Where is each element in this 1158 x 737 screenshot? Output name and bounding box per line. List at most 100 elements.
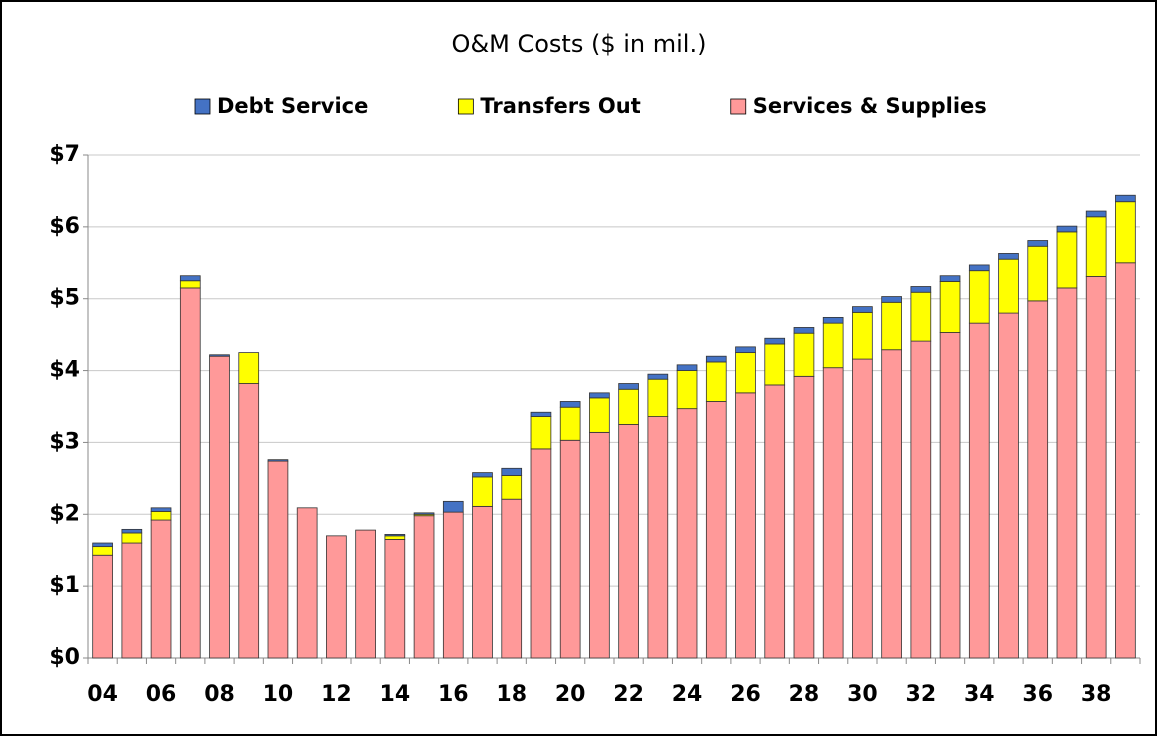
- bar-segment: [413, 515, 435, 659]
- legend-swatch: [194, 98, 211, 115]
- bar-segment: [676, 370, 698, 410]
- x-tick-label: 28: [789, 682, 820, 707]
- y-tick-label: $5: [49, 286, 80, 311]
- bar-segment: [968, 264, 990, 272]
- y-tick-label: $1: [49, 573, 80, 598]
- x-tick-label: 34: [964, 682, 995, 707]
- bar-segment: [559, 401, 581, 408]
- x-tick-label: 32: [906, 682, 937, 707]
- y-tick-label: $4: [49, 358, 80, 383]
- bar-segment: [559, 439, 581, 659]
- bar-segment: [121, 528, 143, 534]
- y-tick-label: $6: [49, 214, 80, 239]
- bar-segment: [179, 275, 201, 282]
- bar-segment: [1085, 216, 1107, 277]
- bar-segment: [1115, 201, 1136, 264]
- bar-segment: [267, 459, 289, 462]
- x-tick-label: 10: [263, 682, 294, 707]
- bar-segment: [384, 535, 406, 540]
- bar-segment: [150, 519, 172, 659]
- bar-segment: [822, 316, 844, 324]
- bar-segment: [998, 258, 1019, 314]
- bar-segment: [150, 511, 172, 521]
- bar-segment: [1085, 210, 1107, 218]
- bar-segment: [530, 416, 552, 450]
- legend-swatch: [730, 98, 747, 115]
- bar-segment: [910, 286, 932, 293]
- bar-segment: [238, 383, 260, 659]
- bar-segment: [92, 554, 113, 659]
- bar-segment: [1056, 287, 1078, 659]
- bar-segment: [530, 411, 552, 417]
- x-tick-label: 20: [555, 682, 586, 707]
- bar-segment: [793, 375, 815, 659]
- bar-segment: [764, 343, 786, 386]
- bar-segment: [501, 467, 523, 476]
- bar-segment: [618, 424, 639, 659]
- bar-segment: [910, 291, 932, 342]
- bar-segment: [647, 416, 669, 659]
- bar-segment: [968, 322, 990, 659]
- legend-label: Transfers Out: [480, 94, 640, 118]
- bar-segment: [881, 296, 902, 303]
- legend-swatch: [457, 98, 474, 115]
- bar-segment: [442, 511, 464, 659]
- bar-segment: [1027, 240, 1049, 247]
- bar-segment: [910, 340, 932, 659]
- bar-segment: [472, 472, 493, 478]
- x-tick-label: 16: [438, 682, 469, 707]
- bar-segment: [939, 281, 961, 333]
- bar-segment: [209, 354, 230, 357]
- bar-segment: [793, 332, 815, 377]
- bar-segment: [472, 476, 493, 507]
- bar-segment: [326, 535, 347, 659]
- x-tick-label: 14: [380, 682, 411, 707]
- bar-segment: [968, 270, 990, 324]
- bar-segment: [822, 322, 844, 369]
- bar-segment: [179, 280, 201, 289]
- y-tick-label: $3: [49, 429, 80, 454]
- bar-segment: [1027, 300, 1049, 659]
- y-tick-label: $2: [49, 501, 80, 526]
- bar-segment: [1027, 245, 1049, 302]
- bar-segment: [1056, 231, 1078, 289]
- legend-label: Debt Service: [217, 94, 368, 118]
- bar-segment: [355, 529, 376, 659]
- y-tick-label: $0: [49, 645, 80, 670]
- bar-segment: [705, 401, 727, 659]
- bar-segment: [530, 448, 552, 659]
- bar-segment: [764, 384, 786, 659]
- x-tick-label: 30: [847, 682, 878, 707]
- bar-segment: [735, 392, 756, 659]
- x-tick-label: 38: [1081, 682, 1112, 707]
- bar-segment: [238, 352, 260, 384]
- bar-segment: [121, 532, 143, 544]
- bar-segment: [939, 275, 961, 282]
- bar-segment: [501, 498, 523, 659]
- bar-segment: [852, 306, 873, 313]
- bar-segment: [676, 408, 698, 659]
- bar-segment: [589, 397, 610, 433]
- bar-segment: [92, 542, 113, 548]
- bar-segment: [559, 406, 581, 441]
- x-tick-label: 26: [730, 682, 761, 707]
- bar-segment: [413, 512, 435, 515]
- x-tick-label: 08: [204, 682, 235, 707]
- bar-segment: [384, 534, 406, 537]
- x-tick-label: 12: [321, 682, 352, 707]
- bar-segment: [998, 312, 1019, 659]
- bar-segment: [589, 431, 610, 659]
- bar-segment: [179, 287, 201, 659]
- bar-segment: [1085, 276, 1107, 659]
- bar-segment: [647, 373, 669, 380]
- bar-segment: [735, 352, 756, 394]
- bar-segment: [267, 460, 289, 659]
- bar-segment: [150, 507, 172, 512]
- bar-segment: [92, 546, 113, 556]
- bar-segment: [764, 337, 786, 345]
- bar-segment: [705, 361, 727, 402]
- bar-segment: [647, 378, 669, 417]
- bar-segment: [1115, 194, 1136, 203]
- bar-segment: [939, 332, 961, 659]
- legend-label: Services & Supplies: [753, 94, 987, 118]
